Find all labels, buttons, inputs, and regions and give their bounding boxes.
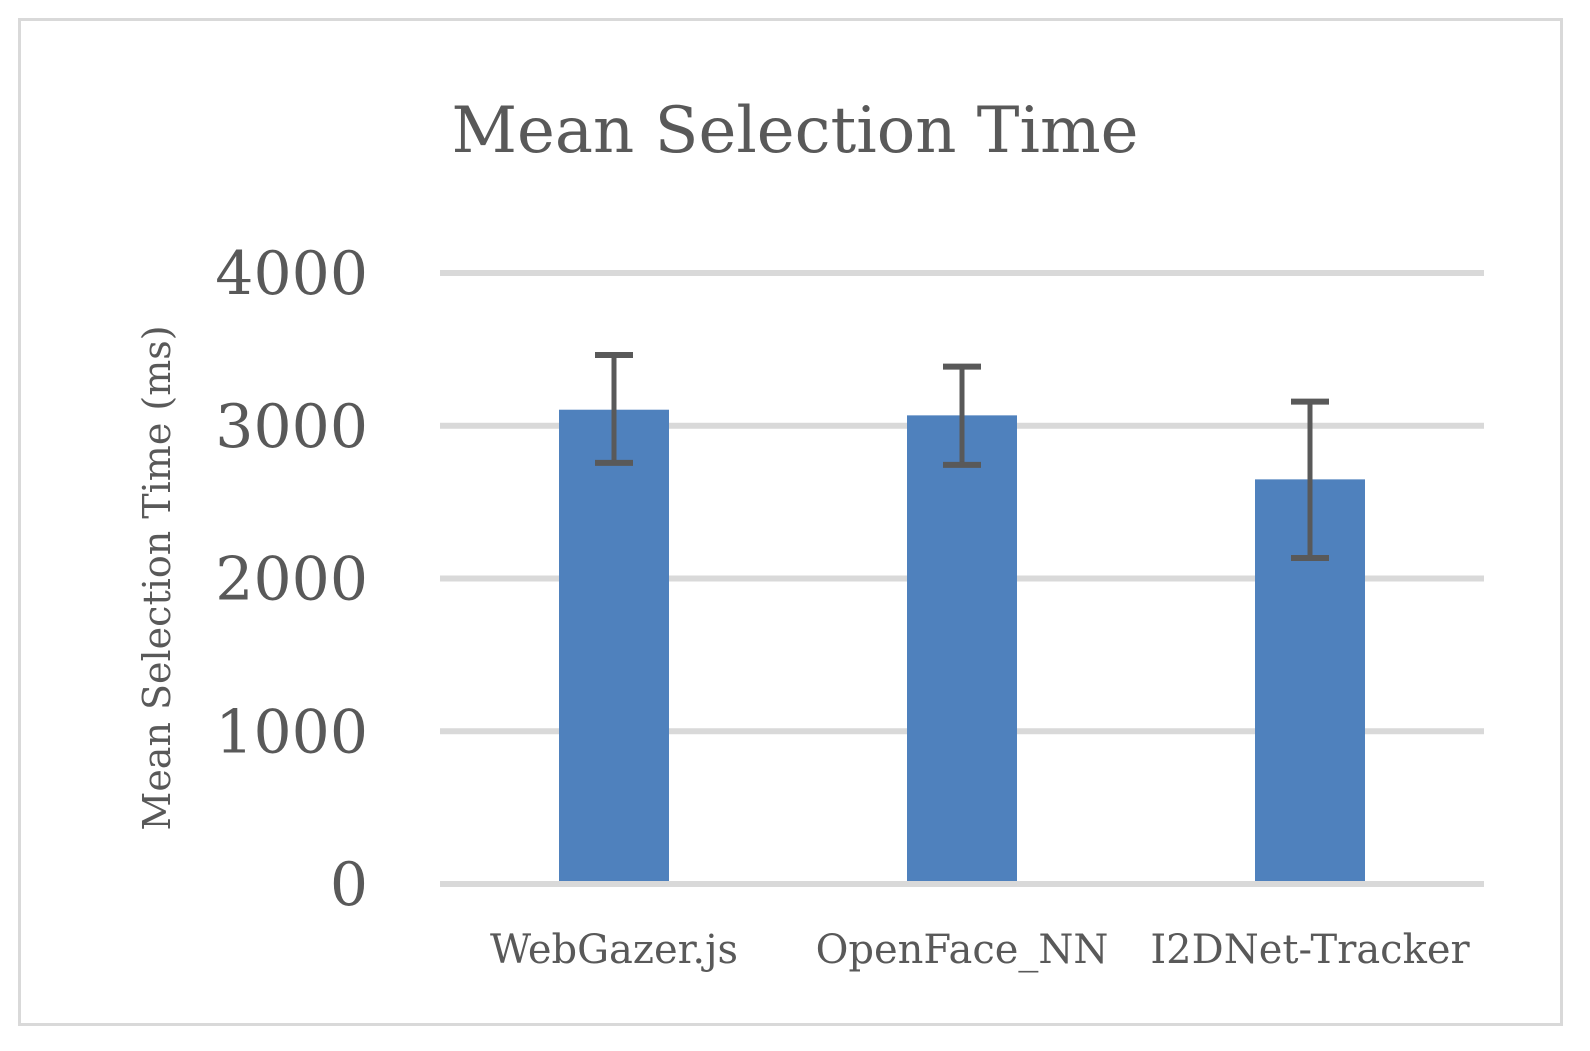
x-tick-label: OpenFace_NN [816,927,1109,973]
y-axis-title: Mean Selection Time (ms) [135,325,179,830]
x-tick-label: I2DNet-Tracker [1150,927,1470,973]
chart-frame [18,18,1563,1026]
y-tick-label: 0 [330,850,368,920]
bar [907,415,1017,881]
chart-title: Mean Selection Time [451,94,1138,168]
y-tick-label: 4000 [215,239,368,309]
y-tick-label: 1000 [215,697,368,767]
y-tick-label: 3000 [215,392,368,462]
x-tick-label: WebGazer.js [490,927,738,973]
bar [559,409,669,881]
y-tick-label: 2000 [215,545,368,615]
